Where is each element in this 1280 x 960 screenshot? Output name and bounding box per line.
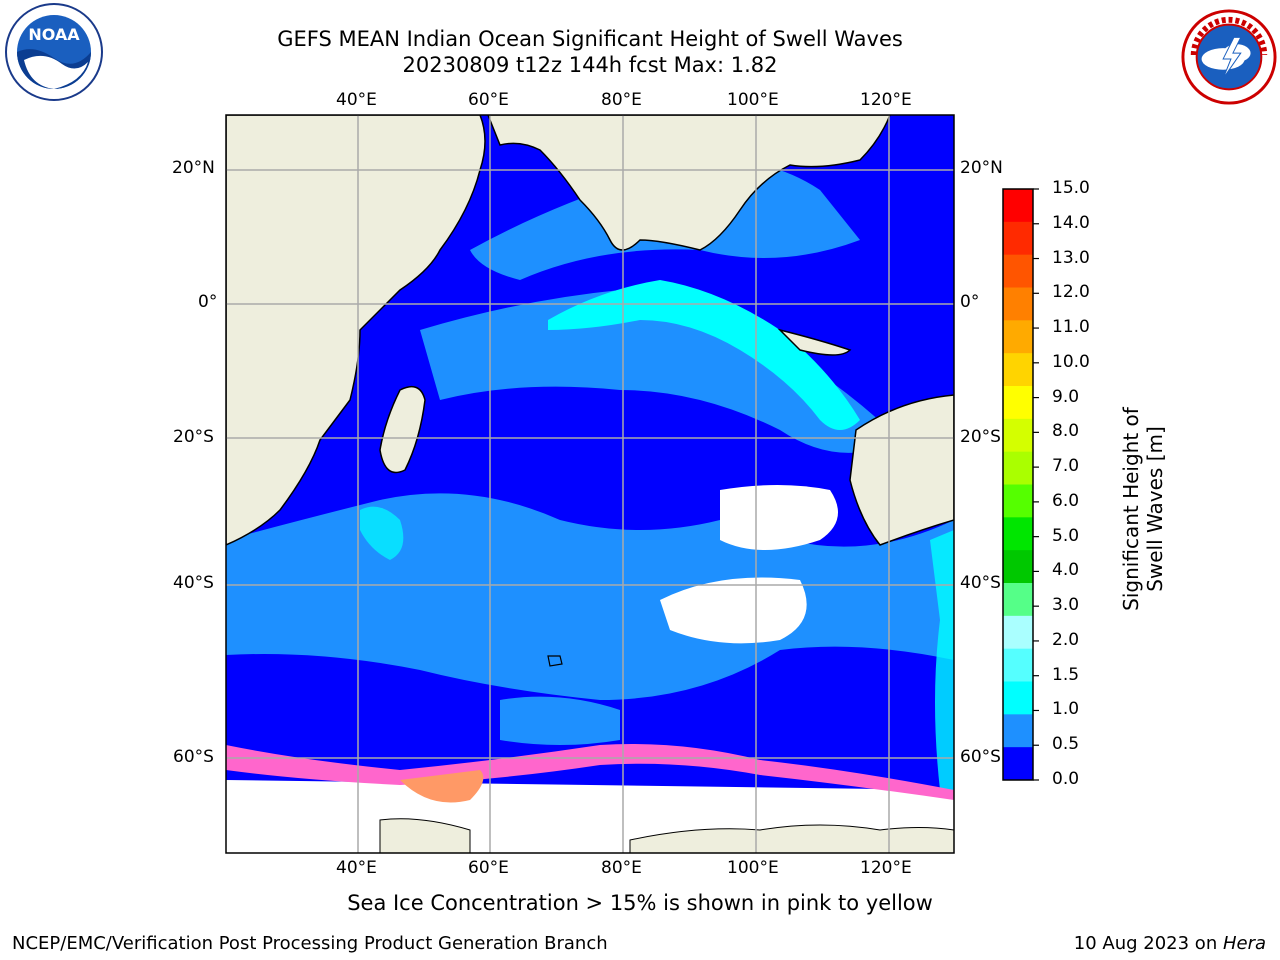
lon-label-bottom-60e: 60°E bbox=[468, 858, 509, 878]
colorbar-segment bbox=[1003, 648, 1033, 682]
lat-label-right-0: 0° bbox=[960, 292, 980, 312]
lat-label-right-60s: 60°S bbox=[960, 747, 1001, 767]
colorbar-tick-label: 9.0 bbox=[1052, 386, 1080, 407]
ocean-mid-swell-patch bbox=[500, 696, 620, 745]
lat-label-left-40s: 40°S bbox=[173, 573, 214, 593]
lon-label-top-40e: 40°E bbox=[336, 90, 377, 110]
ocean-mid-swell-center bbox=[420, 290, 900, 453]
colorbar-segment bbox=[1003, 681, 1033, 715]
colorbar-segment bbox=[1003, 517, 1033, 551]
colorbar-segment bbox=[1003, 254, 1033, 288]
colorbar-segment bbox=[1003, 189, 1033, 223]
colorbar-title: Significant Height of Swell Waves [m] bbox=[1119, 407, 1167, 611]
nws-logo bbox=[1181, 9, 1277, 105]
lat-label-right-20n: 20°N bbox=[960, 158, 1003, 178]
sea-ice-patch bbox=[400, 770, 484, 803]
lon-label-top-100e: 100°E bbox=[727, 90, 779, 110]
ocean-high-swell-patch bbox=[360, 506, 404, 560]
colorbar-tick-label: 15.0 bbox=[1052, 178, 1090, 198]
ocean-high-swell-east bbox=[930, 530, 954, 790]
asia-land bbox=[487, 115, 891, 251]
colorbar-segment bbox=[1003, 714, 1033, 748]
missing-data-area-south bbox=[660, 577, 807, 644]
indonesia-land bbox=[777, 328, 852, 356]
lat-label-left-60s: 60°S bbox=[173, 747, 214, 767]
colorbar-segment bbox=[1003, 418, 1033, 453]
lon-label-bottom-80e: 80°E bbox=[601, 858, 642, 878]
kerguelen-island bbox=[547, 655, 563, 667]
sea-ice-edge bbox=[226, 744, 954, 800]
footer-host: Hera bbox=[1222, 933, 1266, 954]
colorbar-segment bbox=[1003, 221, 1033, 256]
colorbar-frame bbox=[1002, 188, 1034, 781]
lat-label-right-40s: 40°S bbox=[960, 573, 1001, 593]
colorbar-tick-label: 7.0 bbox=[1052, 456, 1080, 477]
colorbar-segment bbox=[1003, 386, 1033, 420]
colorbar-tick-label: 5.0 bbox=[1052, 525, 1080, 546]
colorbar-segment bbox=[1003, 451, 1033, 485]
footer-date-text: 10 Aug 2023 on bbox=[1073, 933, 1223, 954]
map-field bbox=[226, 115, 954, 853]
lon-label-bottom-100e: 100°E bbox=[727, 858, 779, 878]
colorbar-tick-label: 0.5 bbox=[1052, 734, 1080, 755]
colorbar-segment bbox=[1003, 615, 1033, 650]
map-frame bbox=[225, 114, 955, 854]
colorbar-tick-label: 13.0 bbox=[1052, 247, 1090, 268]
lon-label-top-120e: 120°E bbox=[860, 90, 912, 110]
lat-label-left-20s: 20°S bbox=[173, 427, 214, 447]
colorbar-tick-label: 1.0 bbox=[1052, 699, 1080, 720]
colorbar-segment bbox=[1003, 484, 1033, 518]
noaa-logo-text: NOAA bbox=[28, 25, 80, 44]
lat-label-left-0: 0° bbox=[198, 292, 218, 312]
colorbar-tick-label: 14.0 bbox=[1052, 212, 1090, 233]
colorbar-segment bbox=[1003, 287, 1033, 321]
lon-label-top-80e: 80°E bbox=[601, 90, 642, 110]
colorbar-tick-label: 12.0 bbox=[1052, 282, 1090, 303]
map-gridlines bbox=[226, 115, 954, 853]
sea-ice-note: Sea Ice Concentration > 15% is shown in … bbox=[347, 891, 933, 915]
colorbar-segment bbox=[1003, 353, 1033, 387]
colorbar-segment bbox=[1003, 550, 1033, 584]
colorbar-tick-label: 2.0 bbox=[1052, 629, 1080, 650]
colorbar-tick-label: 1.5 bbox=[1052, 664, 1080, 685]
colorbar-segment bbox=[1003, 583, 1033, 617]
lon-label-bottom-40e: 40°E bbox=[336, 858, 377, 878]
ocean-high-swell-band bbox=[548, 280, 860, 430]
colorbar bbox=[1002, 188, 1039, 781]
lat-label-left-20n: 20°N bbox=[172, 158, 215, 178]
australia-land bbox=[849, 394, 954, 546]
lon-label-bottom-120e: 120°E bbox=[860, 858, 912, 878]
colorbar-tick-label: 10.0 bbox=[1052, 351, 1090, 372]
chart-title: GEFS MEAN Indian Ocean Significant Heigh… bbox=[277, 27, 903, 51]
colorbar-segment bbox=[1003, 320, 1033, 354]
lat-label-right-20s: 20°S bbox=[960, 427, 1001, 447]
colorbar-tick-label: 0.0 bbox=[1052, 769, 1080, 789]
madagascar-land bbox=[379, 385, 426, 474]
footer-credit: NCEP/EMC/Verification Post Processing Pr… bbox=[12, 933, 608, 954]
colorbar-segment bbox=[1003, 747, 1033, 781]
colorbar-tick-label: 11.0 bbox=[1052, 317, 1090, 338]
antarctica-land-east bbox=[629, 824, 954, 853]
lon-label-top-60e: 60°E bbox=[468, 90, 509, 110]
colorbar-tick-label: 3.0 bbox=[1052, 595, 1080, 616]
antarctica-land bbox=[379, 818, 471, 853]
colorbar-tick-label: 8.0 bbox=[1052, 421, 1080, 442]
noaa-logo: NOAA bbox=[5, 3, 103, 101]
colorbar-tick-label: 6.0 bbox=[1052, 490, 1080, 511]
missing-data-area bbox=[720, 485, 838, 550]
colorbar-tick-label: 4.0 bbox=[1052, 560, 1080, 581]
chart-subtitle: 20230809 t12z 144h fcst Max: 1.82 bbox=[402, 53, 778, 77]
footer-date: 10 Aug 2023 on Hera bbox=[1074, 933, 1266, 954]
